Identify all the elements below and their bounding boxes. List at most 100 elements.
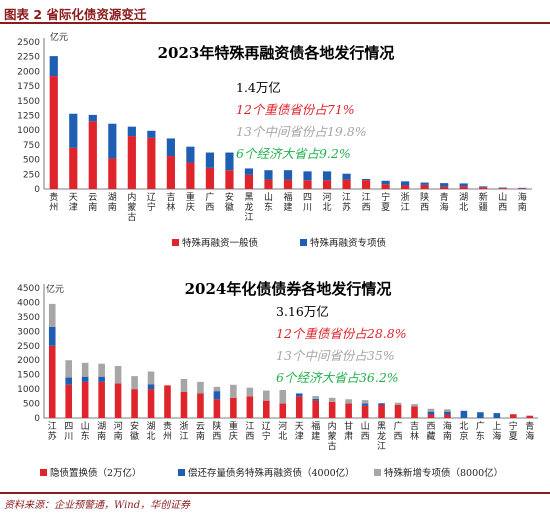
figure-label: 图表 2 省际化债资源变迁 xyxy=(4,7,147,22)
x-tick-label: 湖北 xyxy=(459,192,468,213)
x-tick-label: 福建 xyxy=(283,191,292,213)
y-tick-label: 1500 xyxy=(17,371,40,381)
bar-2-天津 xyxy=(69,113,78,148)
bar-2-山西 xyxy=(361,403,369,406)
x-tick-label: 河北 xyxy=(323,191,332,213)
y-tick-label: 1250 xyxy=(17,112,40,122)
x-tick-label: 山东 xyxy=(264,192,273,213)
bar-1-贵州 xyxy=(164,385,171,418)
bar-1-重庆 xyxy=(186,162,195,189)
annotation: 12个重债省份占28.8% xyxy=(276,326,407,341)
bar-2-湖北 xyxy=(147,384,155,390)
bar-1-四川 xyxy=(303,180,312,189)
y-axis-unit: 亿元 xyxy=(50,31,68,43)
x-tick-label: 山西 xyxy=(361,421,370,442)
bar-3-山西 xyxy=(361,400,369,404)
bar-1-贵州 xyxy=(49,76,58,189)
x-tick-label: 湖南 xyxy=(108,192,117,213)
bar-3-福建 xyxy=(312,396,319,399)
bar-3-西藏 xyxy=(427,408,435,412)
x-tick-label: 海南 xyxy=(443,420,452,442)
x-tick-label: 江西 xyxy=(245,421,254,442)
bar-1-内蒙古 xyxy=(127,136,136,189)
chart-title: 2024年化债债券各地发行情况 xyxy=(185,280,392,298)
bar-1-山东 xyxy=(264,179,273,189)
x-tick-label: 安徽 xyxy=(225,191,234,213)
bar-1-青海 xyxy=(440,186,449,189)
bar-2-江西 xyxy=(361,179,371,181)
bar-1-海南 xyxy=(518,188,527,189)
bar-1-江西 xyxy=(246,396,254,418)
bar-1-河北 xyxy=(279,403,287,418)
bar-3-甘肃 xyxy=(345,399,352,404)
bar-1-福建 xyxy=(283,179,293,189)
bar-2-黑龙江 xyxy=(378,403,385,405)
x-tick-label: 新疆 xyxy=(479,191,488,213)
bar-2-湖南 xyxy=(98,376,105,382)
y-tick-label: 250 xyxy=(23,170,40,180)
bar-1-宁夏 xyxy=(381,184,390,189)
bar-2-新疆 xyxy=(479,186,488,188)
x-tick-label: 吉林 xyxy=(410,421,419,442)
bar-1-安徽 xyxy=(131,389,138,418)
x-tick-label: 四川 xyxy=(64,422,73,442)
bar-2-西藏 xyxy=(427,411,435,415)
bar-1-云南 xyxy=(197,393,204,418)
x-tick-label: 天津 xyxy=(295,422,304,442)
bar-1-西藏 xyxy=(427,414,435,418)
x-tick-label: 辽宁 xyxy=(147,192,156,213)
x-tick-label: 广西 xyxy=(205,191,214,213)
bar-1-山东 xyxy=(81,381,89,418)
bar-3-湖北 xyxy=(147,371,155,385)
bar-2-广西 xyxy=(205,152,215,168)
bar-3-海南 xyxy=(444,409,451,412)
y-tick-label: 1500 xyxy=(17,97,40,107)
bar-1-湖南 xyxy=(98,381,105,418)
bar-3-湖南 xyxy=(98,363,105,377)
annotation: 13个中间省份占35% xyxy=(276,348,395,363)
bar-2-湖南 xyxy=(108,123,117,159)
bar-2-四川 xyxy=(65,377,72,385)
bar-2-北京 xyxy=(460,410,468,418)
x-tick-label: 上海 xyxy=(492,421,501,442)
x-tick-label: 陕西 xyxy=(212,420,221,442)
bar-1-江西 xyxy=(361,180,371,189)
legend-swatch xyxy=(40,469,47,476)
chart-2024: 0 500 1000 1500 2000 2500 3000 3500 4000 4500 亿元 20… xyxy=(17,280,538,479)
bar-1-辽宁 xyxy=(263,400,270,418)
bar-1-甘肃 xyxy=(345,403,352,418)
bar-3-广西 xyxy=(394,402,402,405)
y-tick-label: 1750 xyxy=(17,82,40,92)
x-tick-label: 河南 xyxy=(114,420,123,442)
annotation: 12个重债省份占71% xyxy=(236,102,355,117)
bar-2-吉林 xyxy=(166,138,175,157)
x-tick-label: 重庆 xyxy=(229,420,238,442)
y-tick-label: 2500 xyxy=(17,342,40,352)
bar-2-海南 xyxy=(444,411,451,415)
bar-2-贵州 xyxy=(49,56,58,77)
bar-2-内蒙古 xyxy=(127,126,136,137)
y-tick-label: 0 xyxy=(34,414,40,424)
bar-1-广西 xyxy=(394,405,402,418)
bar-3-四川 xyxy=(65,360,72,378)
chart-title: 2023年特殊再融资债各地发行情况 xyxy=(158,44,395,62)
bar-1-湖南 xyxy=(108,158,117,189)
bar-3-河南 xyxy=(114,366,122,384)
bar-2-云南 xyxy=(88,114,97,122)
bar-2-山东 xyxy=(81,376,89,382)
bar-1-吉林 xyxy=(166,156,175,189)
bar-1-宁夏 xyxy=(510,414,517,418)
bar-3-浙江 xyxy=(180,379,188,392)
x-tick-label: 河北 xyxy=(278,420,287,442)
legend-swatch xyxy=(300,239,307,246)
bar-1-天津 xyxy=(69,147,78,189)
bar-1-天津 xyxy=(295,396,303,418)
x-tick-label: 青海 xyxy=(440,191,449,213)
annotation: 3.16万亿 xyxy=(276,304,329,319)
bar-2-浙江 xyxy=(401,181,410,186)
bar-1-陕西 xyxy=(420,184,429,189)
x-tick-label: 安徽 xyxy=(130,420,139,442)
x-tick-label: 宁夏 xyxy=(381,191,390,213)
bar-1-四川 xyxy=(65,384,72,418)
bar-1-海南 xyxy=(444,414,451,418)
